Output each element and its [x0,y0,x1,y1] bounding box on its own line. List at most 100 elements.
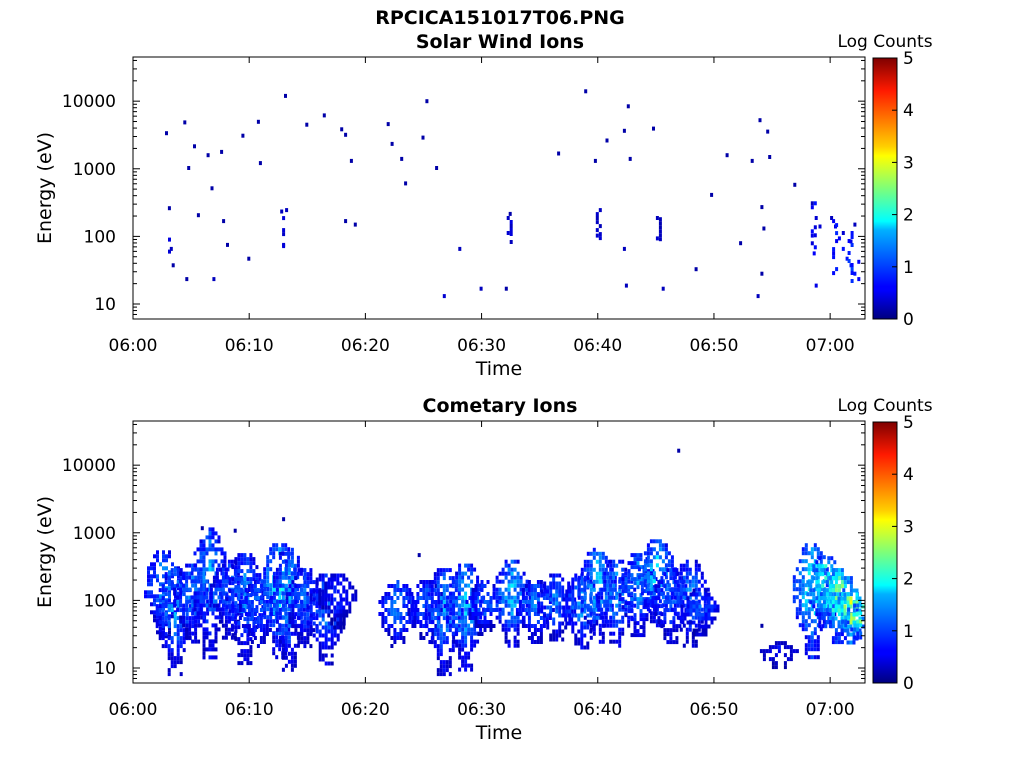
data-cell [300,640,304,645]
data-cell [158,628,162,633]
data-cell [470,627,474,632]
data-cell [455,579,459,584]
data-cell [815,576,819,581]
data-cell [807,647,811,652]
data-cell [589,563,593,568]
data-cell [667,583,671,588]
data-cell [527,604,531,608]
data-cell [196,559,200,564]
data-cell [200,526,204,531]
data-cell [624,571,628,576]
data-cell [272,647,276,652]
data-cell [652,579,656,584]
data-cell [510,603,514,608]
data-cell [859,631,863,636]
data-cell [439,612,443,617]
data-cell [583,559,587,564]
data-cell [306,632,310,637]
data-cell [636,553,640,558]
data-cell [793,182,797,187]
data-cell [399,628,403,632]
data-cell [798,611,802,616]
data-cell [798,583,802,588]
data-cell [258,573,262,578]
data-cell [804,547,808,552]
data-cell [464,667,468,672]
data-cell [624,601,628,606]
data-cell [167,648,171,653]
data-cell [516,579,520,584]
data-cell [471,616,475,620]
data-cell [609,599,613,604]
data-cell [284,663,288,668]
data-cell [416,620,420,624]
data-cell [407,600,411,604]
data-cell [321,573,325,578]
data-cell [818,592,822,597]
data-cell [627,561,631,566]
data-cell [850,235,854,239]
data-cell [837,572,841,577]
data-cell [167,624,171,629]
data-cell [846,624,850,629]
data-cell [464,583,468,588]
data-cell [685,631,689,636]
data-cell [509,232,513,236]
data-cell [390,608,394,612]
colorbar-tick-label: 4 [903,101,914,121]
data-cell [555,609,559,614]
data-cell [627,585,631,590]
data-cell [199,543,203,548]
data-cell [495,608,499,612]
data-cell [168,598,171,603]
data-cell [589,597,593,602]
data-cell [840,616,844,621]
data-cell [609,623,613,628]
data-cell [227,631,231,636]
data-cell [324,661,328,666]
data-cell [825,583,829,588]
data-cell [413,608,417,612]
data-cell [303,624,307,629]
data-cell [646,563,650,568]
data-cell [698,604,702,609]
data-cell [756,294,760,299]
data-cell [501,607,505,612]
data-cell [682,579,686,584]
data-cell [281,603,285,608]
data-cell [649,547,653,552]
data-cell [410,608,414,612]
data-cell [321,657,325,662]
data-cell [630,565,634,570]
data-cell [701,632,705,637]
data-cell [549,633,553,638]
data-cell [504,599,508,604]
data-cell [436,588,440,593]
data-cell [291,616,295,621]
data-cell [624,585,628,590]
data-cell [294,628,298,633]
data-cell [694,575,698,580]
data-cell [190,571,194,576]
data-cell [630,561,634,566]
data-cell [846,600,850,605]
data-cell [504,631,508,636]
data-cell [173,587,177,592]
data-cell [464,659,468,664]
data-cell [330,637,334,642]
data-cell [296,559,300,564]
data-cell [618,579,622,584]
data-cell [293,587,297,592]
data-cell [457,592,461,597]
data-cell [621,581,625,586]
data-cell [191,639,195,644]
data-cell [643,579,647,584]
data-cell [685,587,689,592]
data-cell [580,599,584,604]
data-cell [486,624,490,628]
data-cell [543,613,547,618]
data-cell [606,603,610,608]
data-cell [179,624,183,629]
data-cell [402,636,406,640]
data-cell [464,663,468,668]
